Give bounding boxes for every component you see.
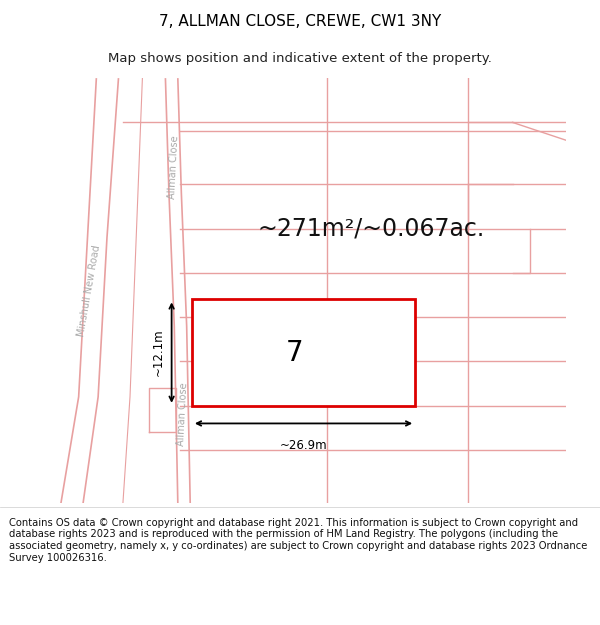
Text: Map shows position and indicative extent of the property.: Map shows position and indicative extent… — [108, 52, 492, 65]
Text: Allman Close: Allman Close — [167, 135, 180, 199]
Text: Allman Close: Allman Close — [176, 382, 190, 446]
Text: 7: 7 — [286, 339, 304, 367]
Text: ~271m²/~0.067ac.: ~271m²/~0.067ac. — [257, 217, 484, 241]
Text: ~26.9m: ~26.9m — [280, 439, 328, 452]
Text: ~12.1m: ~12.1m — [152, 329, 164, 376]
Bar — [192, 299, 415, 406]
Text: Minshull New Road: Minshull New Road — [76, 244, 102, 337]
Text: Contains OS data © Crown copyright and database right 2021. This information is : Contains OS data © Crown copyright and d… — [9, 518, 587, 562]
Text: 7, ALLMAN CLOSE, CREWE, CW1 3NY: 7, ALLMAN CLOSE, CREWE, CW1 3NY — [159, 14, 441, 29]
